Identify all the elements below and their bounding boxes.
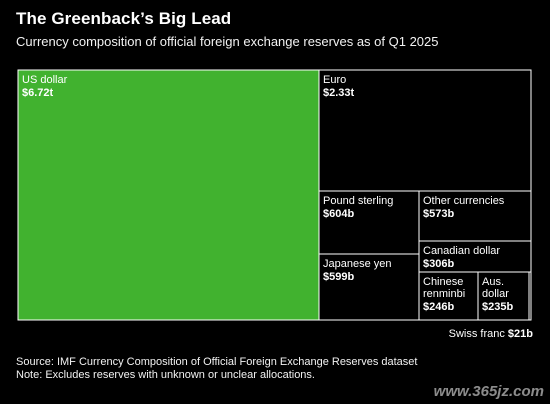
source-note: Source: IMF Currency Composition of Offi… bbox=[16, 356, 418, 368]
tile-value-euro: $2.33t bbox=[323, 87, 355, 99]
tile-label-pound-sterling: Pound sterling bbox=[323, 195, 393, 207]
tile-value-chinese-renminbi: $246b bbox=[423, 301, 454, 313]
chart-subtitle: Currency composition of official foreign… bbox=[16, 34, 439, 49]
swiss-franc-annotation: Swiss franc $21b bbox=[449, 328, 533, 340]
tile-label-japanese-yen: Japanese yen bbox=[323, 258, 392, 270]
tile-us-dollar bbox=[17, 69, 320, 321]
tile-label-aus-dollar-2: dollar bbox=[482, 288, 509, 300]
tile-value-us-dollar: $6.72t bbox=[22, 87, 54, 99]
tile-value-other-currencies: $573b bbox=[423, 208, 454, 220]
tile-value-japanese-yen: $599b bbox=[323, 271, 354, 283]
tile-euro bbox=[318, 69, 532, 192]
tile-japanese-yen bbox=[318, 253, 420, 321]
tile-label-chinese-renminbi-1: Chinese bbox=[423, 276, 463, 288]
tile-label-chinese-renminbi-2: renminbi bbox=[423, 288, 465, 300]
tile-label-us-dollar: US dollar bbox=[22, 74, 68, 86]
tile-value-aus-dollar: $235b bbox=[482, 301, 513, 313]
chart-title: The Greenback’s Big Lead bbox=[16, 9, 232, 28]
tile-aus-dollar bbox=[477, 271, 530, 321]
chart-footer: Source: IMF Currency Composition of Offi… bbox=[16, 356, 456, 382]
tile-swiss-franc bbox=[528, 271, 532, 321]
swiss-franc-value: $21b bbox=[507, 328, 533, 340]
tile-label-other-currencies: Other currencies bbox=[423, 195, 505, 207]
tile-value-pound-sterling: $604b bbox=[323, 208, 354, 220]
tile-label-aus-dollar-1: Aus. bbox=[482, 276, 504, 288]
exclusion-note: Note: Excludes reserves with unknown or … bbox=[16, 369, 315, 381]
tile-chinese-renminbi bbox=[418, 271, 479, 321]
swiss-franc-label: Swiss franc bbox=[448, 328, 505, 340]
tile-label-euro: Euro bbox=[323, 74, 346, 86]
tile-other-currencies bbox=[418, 190, 532, 242]
tile-label-canadian-dollar: Canadian dollar bbox=[423, 245, 500, 257]
tile-value-canadian-dollar: $306b bbox=[423, 258, 454, 270]
watermark: www.365jz.com bbox=[433, 383, 544, 400]
